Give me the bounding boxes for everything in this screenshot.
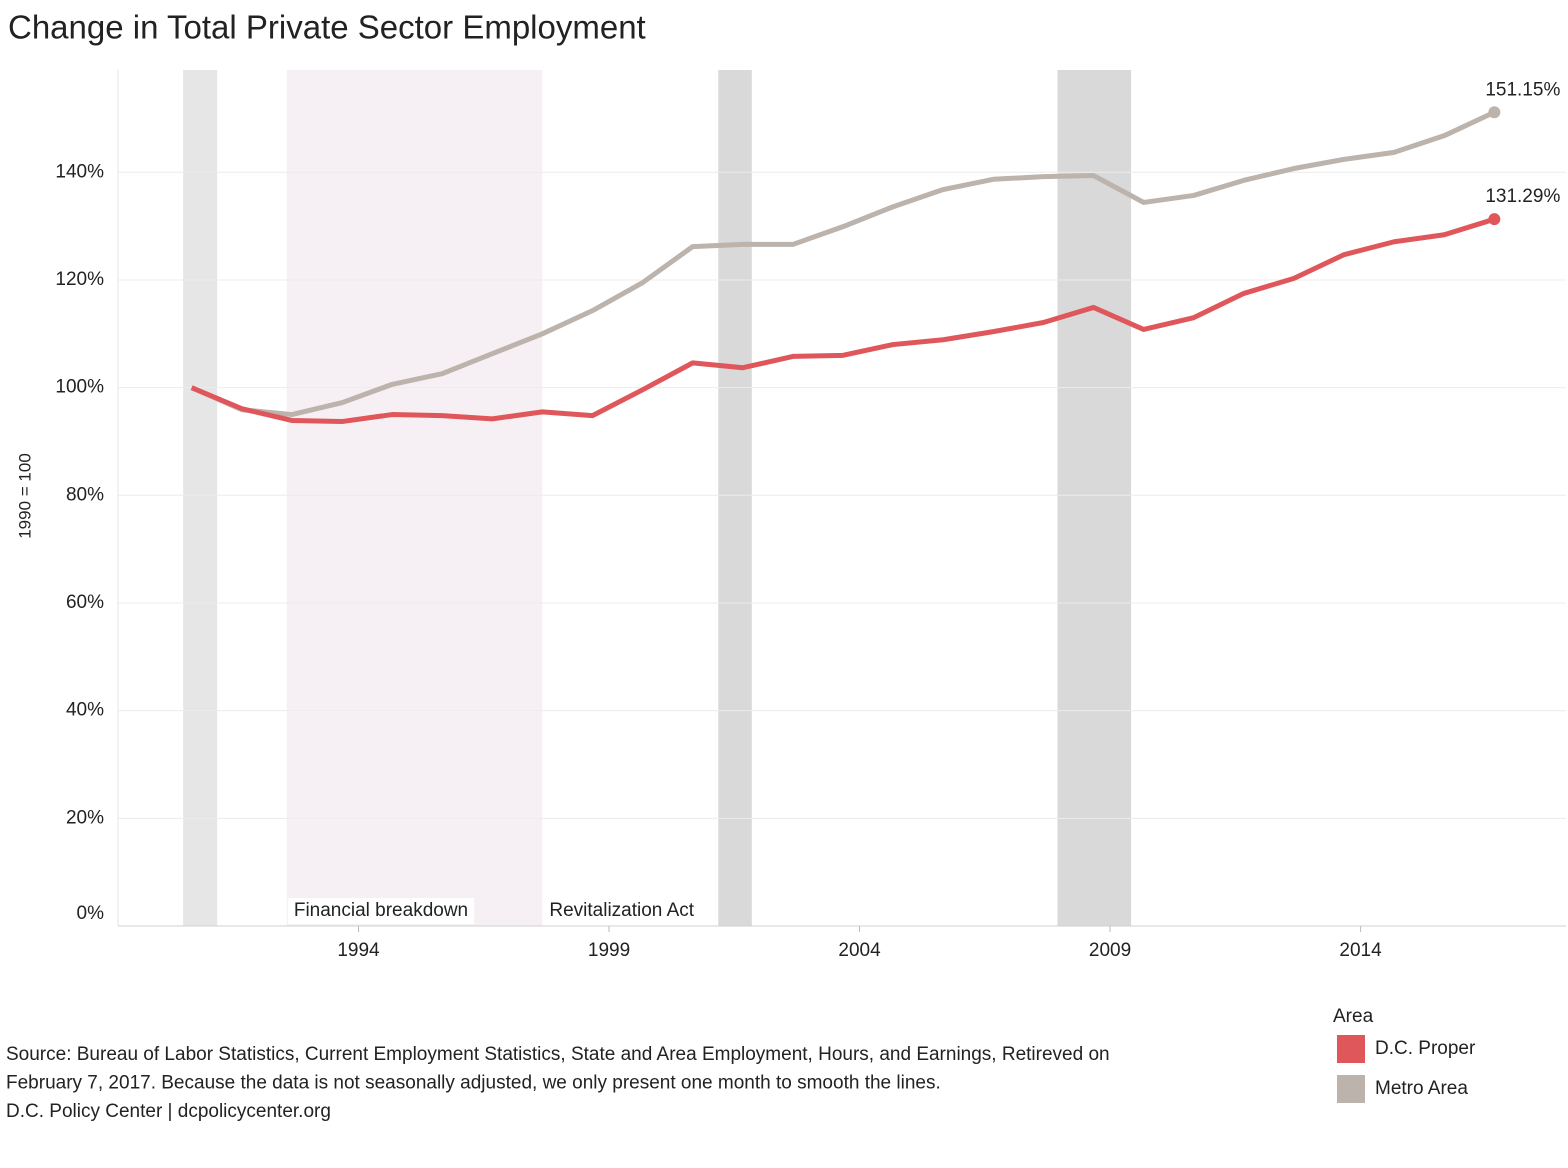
shaded-band xyxy=(1057,70,1132,926)
y-tick-label: 20% xyxy=(66,807,104,828)
y-tick-label: 100% xyxy=(55,377,104,398)
legend-title: Area xyxy=(1333,1006,1374,1027)
label-background xyxy=(287,898,475,924)
y-axis-label: 1990 = 100 xyxy=(15,453,34,539)
source-line: D.C. Policy Center | dcpolicycenter.org xyxy=(6,1101,331,1122)
x-tick-label: 2004 xyxy=(838,940,881,961)
band-label: Financial breakdown xyxy=(294,900,468,921)
legend-swatch xyxy=(1337,1035,1365,1063)
legend-label: Metro Area xyxy=(1375,1078,1468,1099)
shaded-band xyxy=(718,70,752,926)
chart-title: Change in Total Private Sector Employmen… xyxy=(8,9,646,46)
end-point xyxy=(1488,106,1501,119)
x-tick-label: 1999 xyxy=(588,940,630,961)
data-label: 151.15% xyxy=(1485,79,1560,100)
data-label: 131.29% xyxy=(1485,186,1560,207)
series-line xyxy=(190,216,1496,425)
source-line: February 7, 2017. Because the data is no… xyxy=(6,1073,941,1094)
shaded-band xyxy=(183,70,218,926)
x-tick-label: 1994 xyxy=(337,940,380,961)
legend-swatch xyxy=(1337,1075,1365,1103)
label-background xyxy=(543,898,701,924)
source-line: Source: Bureau of Labor Statistics, Curr… xyxy=(6,1044,1110,1065)
end-point xyxy=(1488,213,1501,226)
y-tick-label: 60% xyxy=(66,592,104,613)
x-tick-label: 2014 xyxy=(1339,940,1382,961)
y-tick-label: 0% xyxy=(77,903,105,924)
y-tick-label: 120% xyxy=(55,269,104,290)
y-tick-label: 140% xyxy=(55,161,104,182)
shaded-band xyxy=(286,70,543,926)
x-tick-label: 2009 xyxy=(1089,940,1131,961)
legend-label: D.C. Proper xyxy=(1375,1038,1476,1059)
annotation: Revitalization Act xyxy=(549,900,694,921)
y-tick-label: 40% xyxy=(66,700,104,721)
series-line xyxy=(190,109,1496,418)
y-tick-label: 80% xyxy=(66,484,104,505)
